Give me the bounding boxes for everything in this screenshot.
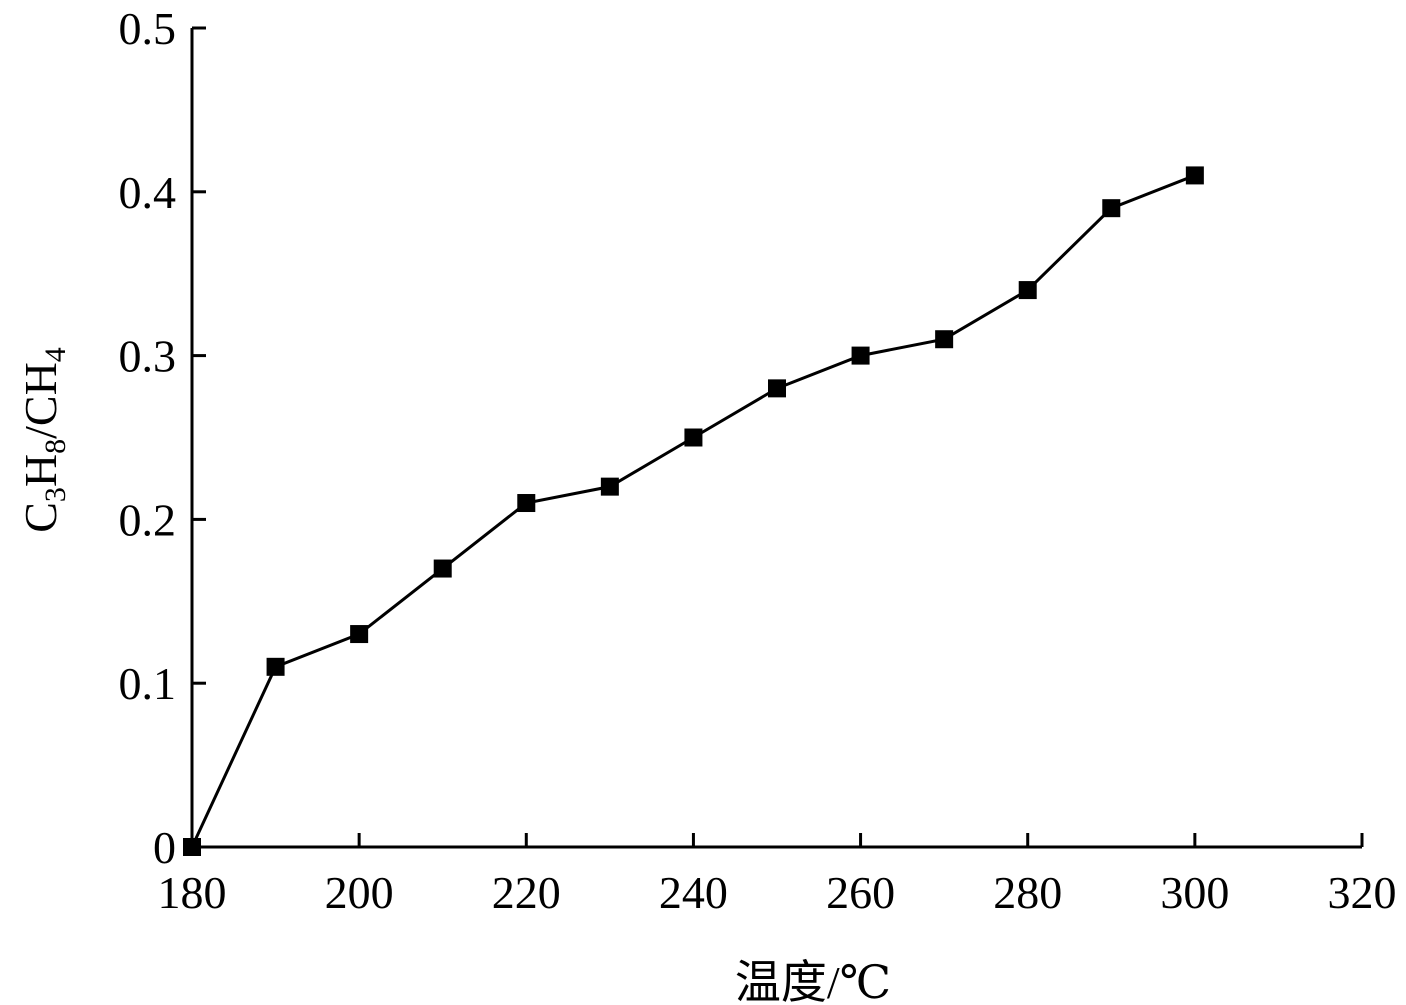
x-tick-label: 220 <box>492 867 561 918</box>
y-tick-label: 0.1 <box>119 658 177 709</box>
y-axis-title-part: C <box>15 502 66 533</box>
data-point-square <box>1018 281 1037 300</box>
y-tick-label: 0.3 <box>119 331 177 382</box>
y-axis-title: C3H8/CH4 <box>15 347 72 533</box>
y-axis-title-subscript: 4 <box>39 347 72 362</box>
x-tick-label: 260 <box>826 867 895 918</box>
data-point-square <box>684 428 703 447</box>
data-point-square <box>183 838 201 856</box>
y-axis-ticks: 0 0.1 0.2 0.3 0.4 0.5 <box>119 3 206 873</box>
y-tick-label: 0 <box>153 822 176 873</box>
x-tick-label: 180 <box>158 867 227 918</box>
data-point-square <box>350 625 369 644</box>
y-axis-title-part: /CH <box>15 362 66 439</box>
x-tick-label: 280 <box>993 867 1062 918</box>
y-axis-title-part: H <box>15 454 66 487</box>
data-point-square <box>433 559 452 578</box>
y-tick-label: 0.2 <box>119 494 177 545</box>
data-point-square <box>935 330 954 349</box>
series-group <box>183 166 1204 856</box>
data-point-square <box>266 657 285 676</box>
y-axis-title-subscript: 8 <box>39 439 72 454</box>
y-axis-title-subscript: 3 <box>39 487 72 502</box>
x-axis-title: 温度/℃ <box>735 957 891 1005</box>
data-point-square <box>1185 166 1204 185</box>
x-tick-label: 200 <box>325 867 394 918</box>
axes <box>190 28 1362 849</box>
data-point-square <box>1102 199 1121 218</box>
x-tick-label: 300 <box>1160 867 1229 918</box>
data-point-square <box>851 346 870 365</box>
data-point-square <box>768 379 786 398</box>
x-tick-label: 320 <box>1328 867 1397 918</box>
x-axis-ticks: 180 200 220 240 260 280 300 320 <box>158 833 1397 918</box>
data-point-square <box>517 494 536 513</box>
x-tick-label: 240 <box>659 867 728 918</box>
series-line <box>190 174 1196 848</box>
y-tick-label: 0.5 <box>119 3 177 54</box>
data-point-square <box>600 477 619 496</box>
y-tick-label: 0.4 <box>119 167 177 218</box>
